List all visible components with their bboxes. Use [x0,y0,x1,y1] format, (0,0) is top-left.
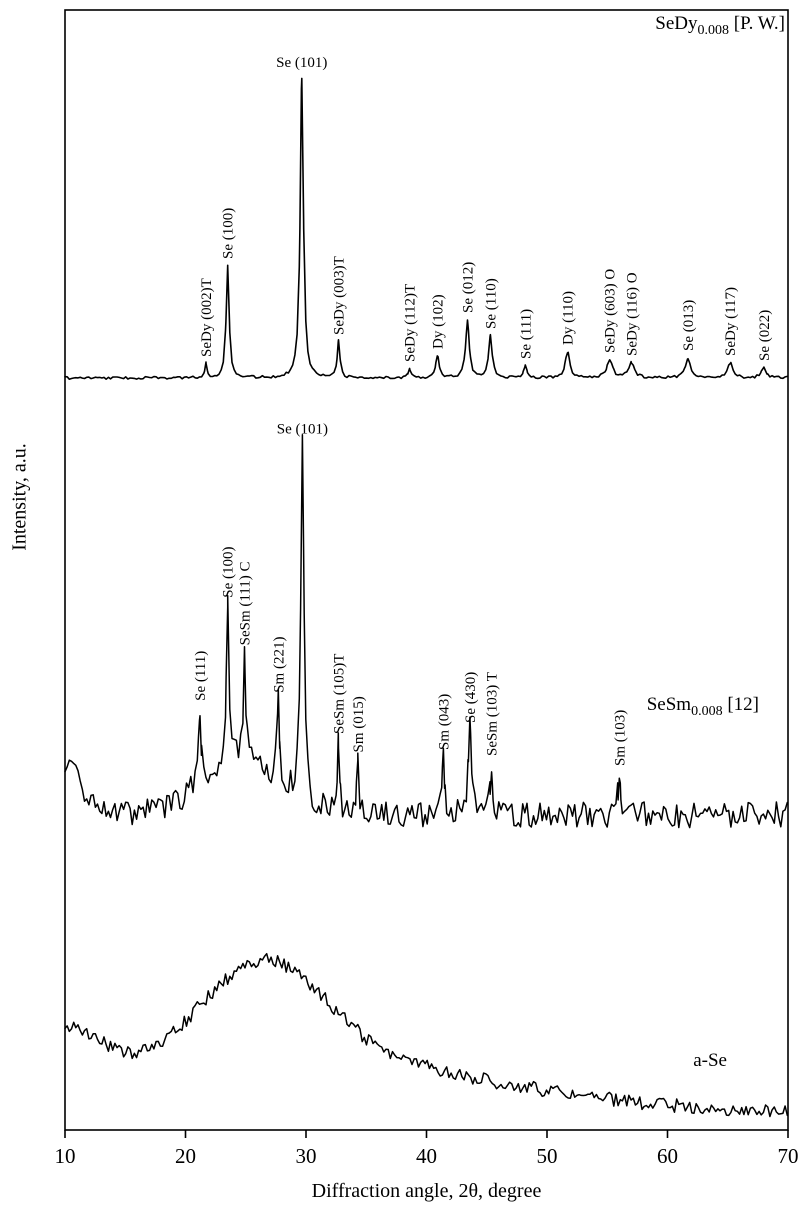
axis: 10 20 30 40 50 60 70 [55,9,799,1168]
peak-label: SeDy (112)T [403,284,419,362]
series-label-sedy: SeDy0.008 [P. W.] [655,13,785,39]
peak-label: Se (101) [276,55,327,71]
peak-label: SeSm (111) C [238,561,254,645]
peak-label: Dy (102) [430,294,446,349]
peak-label: SeDy (116) O [624,272,640,356]
series-label-text: SeSm [646,694,692,715]
peak-label: SeDy (117) [723,287,739,356]
series-label-suffix: [P. W.] [729,13,785,34]
axis-tick-label: 20 [175,1144,196,1168]
peak-label: Se (111) [518,309,534,359]
peak-label: Se (430) [463,672,479,723]
series-curve [64,77,789,381]
peak-label: Sm (103) [612,710,628,766]
series-curve [64,434,789,829]
peak-label: Se (100) [221,208,237,259]
series-label-subscript: 0.008 [697,22,730,38]
diffraction-curves [64,77,789,1118]
series-label-ase: a-Se [693,1050,727,1072]
peak-label: Sm (015) [351,696,367,752]
peak-label: Se (110) [483,278,499,329]
peak-label: Se (101) [277,422,328,438]
peak-label: SeSm (105)T [332,654,348,734]
peak-label: Se (012) [461,262,477,313]
series-label-text: SeDy [655,13,698,34]
plot-frame [64,9,789,1131]
axis-tick-label: 60 [657,1144,678,1168]
axis-tick-label: 40 [416,1144,437,1168]
x-axis-title: Diffraction angle, 2θ, degree [311,1180,542,1202]
series-label-text: a-Se [693,1050,727,1071]
peak-label: Se (013) [681,300,697,351]
axis-tick-label: 50 [537,1144,558,1168]
peak-label: Dy (110) [561,291,577,345]
series-curve [64,952,789,1118]
peak-labels: SeDy (002)T Se (100) Se (101) SeDy (003)T Se… [193,55,773,766]
axis-tick-label: 10 [55,1144,76,1168]
y-axis-title: Intensity, a.u. [8,443,31,551]
peak-label: SeDy (003)T [332,256,348,335]
peak-label: Se (100) [221,546,237,597]
series-label-sesm: SeSm0.008 [12] [647,694,759,720]
axis-tick-label: 70 [778,1144,799,1168]
peak-label: Se (111) [193,651,209,701]
series-label-subscript: 0.008 [691,703,723,719]
peak-label: Sm (043) [436,694,452,750]
series-label-suffix: [12] [722,694,759,715]
peak-label: SeDy (603) O [603,269,619,353]
peak-label: SeDy (002)T [199,278,215,357]
axis-tick-label: 30 [296,1144,317,1168]
peak-label: SeSm (103) T [485,672,501,756]
peak-label: Se (022) [757,310,773,361]
peak-label: Sm (221) [271,637,287,693]
